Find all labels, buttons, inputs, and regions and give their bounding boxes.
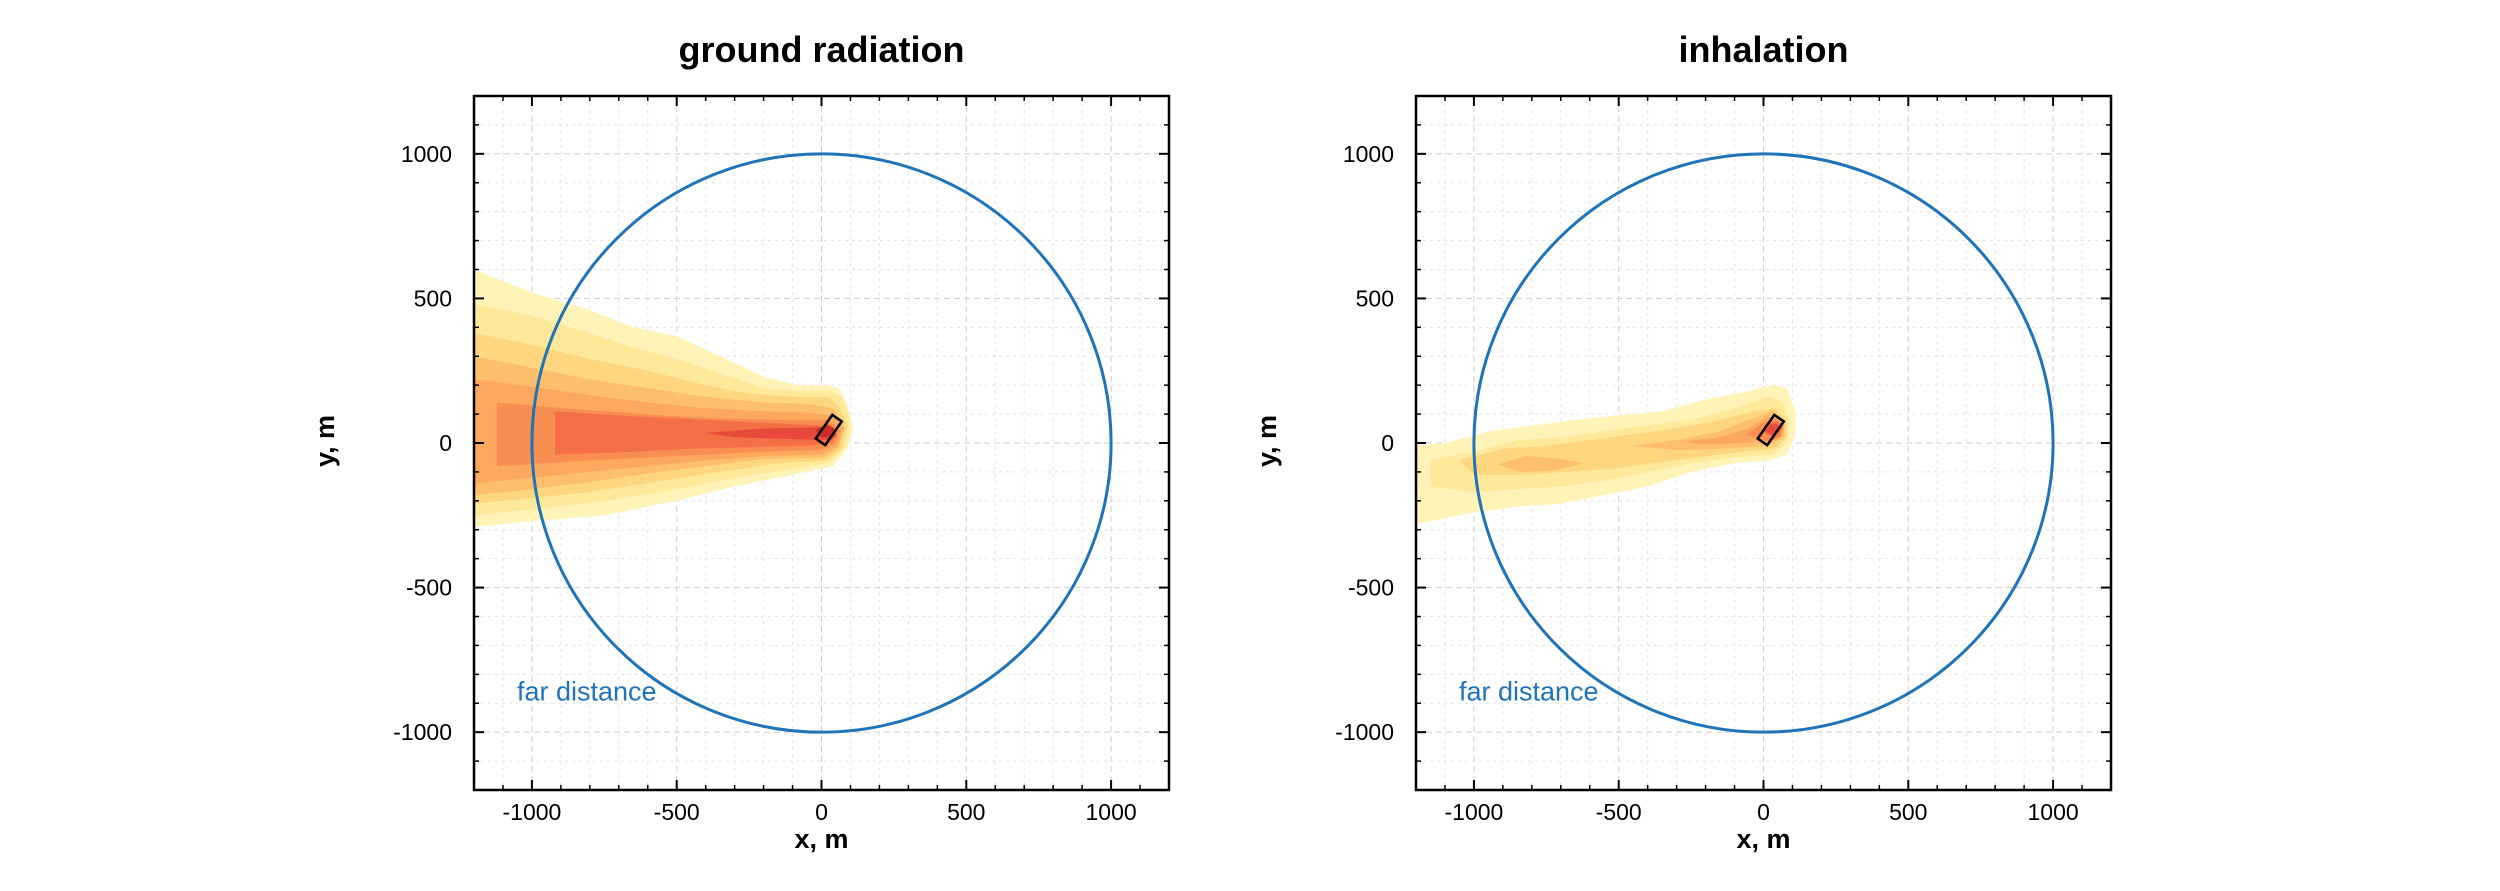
chart-panel-1: -1000 -500 0 500 1000 -1000 -500 0 500 1000 ground… <box>310 29 1171 854</box>
chart-title: ground radiation <box>679 29 965 70</box>
x-tick-label: 0 <box>815 799 828 825</box>
far-distance-label: far distance <box>1459 676 1599 706</box>
source-marker <box>813 413 844 447</box>
x-axis-label: x, m <box>1736 824 1790 854</box>
y-tick-label: 500 <box>414 285 452 311</box>
contour-layers <box>1416 385 1796 524</box>
y-tick-label: 500 <box>1356 285 1394 311</box>
y-tick-label: -500 <box>406 575 452 601</box>
ticks: -1000 -500 0 500 1000 -1000 -500 0 500 1000 <box>1335 95 2112 825</box>
contour-level-7 <box>705 427 836 441</box>
contour-level-3 <box>1497 456 1584 472</box>
x-tick-label: -1000 <box>503 799 562 825</box>
far-distance-label: far distance <box>517 676 657 706</box>
x-tick-label: 1000 <box>1085 799 1136 825</box>
x-tick-label: 500 <box>947 799 985 825</box>
x-tick-label: -500 <box>654 799 700 825</box>
x-axis-label: x, m <box>794 824 848 854</box>
x-tick-label: -1000 <box>1445 799 1504 825</box>
x-tick-label: -500 <box>1596 799 1642 825</box>
y-tick-label: 0 <box>439 430 452 456</box>
y-tick-label: 1000 <box>401 141 452 167</box>
x-tick-label: 500 <box>1889 799 1927 825</box>
y-axis-label: y, m <box>310 415 340 467</box>
far-distance-circle <box>530 152 1113 734</box>
y-tick-label: 0 <box>1381 430 1394 456</box>
chart-title: inhalation <box>1679 29 1849 70</box>
contour-layers <box>474 269 854 527</box>
x-tick-label: 0 <box>1757 799 1770 825</box>
far-distance-circle <box>1472 152 2055 734</box>
chart-panel-2: -1000 -500 0 500 1000 -1000 -500 0 500 1000 inhala… <box>1252 29 2113 854</box>
x-tick-label: 1000 <box>2027 799 2078 825</box>
contour-level-6 <box>555 411 838 455</box>
ticks: -1000 -500 0 500 1000 -1000 -500 0 500 1000 <box>393 95 1170 825</box>
y-tick-label: -500 <box>1348 575 1394 601</box>
y-tick-label: 1000 <box>1343 141 1394 167</box>
y-tick-label: -1000 <box>1335 719 1394 745</box>
source-marker <box>1755 413 1786 447</box>
y-tick-label: -1000 <box>393 719 452 745</box>
y-axis-label: y, m <box>1252 415 1282 467</box>
